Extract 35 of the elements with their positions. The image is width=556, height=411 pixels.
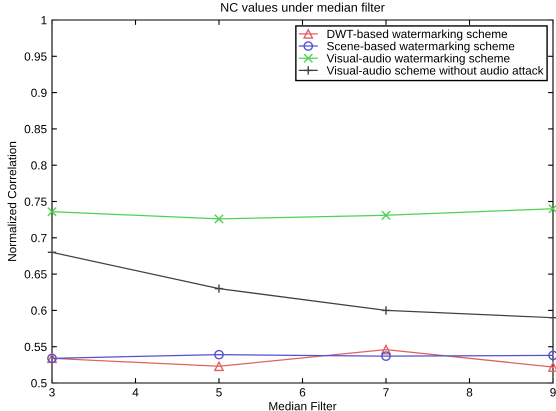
legend-label: Visual-audio scheme without audio attack (326, 66, 544, 75)
point (381, 344, 391, 354)
chart-title: NC values under median filter (221, 2, 385, 12)
legend-label: Visual-audio watermarking scheme (326, 54, 510, 65)
x-tick-label: 7 (383, 388, 389, 396)
y-tick-label: 1 (41, 16, 47, 24)
legend-label: Scene-based watermarking scheme (327, 42, 514, 53)
point (381, 351, 391, 361)
x-axis-title: Median Filter (269, 402, 336, 410)
x-tick-label: 6 (300, 388, 306, 397)
y-tick-label: 0.9 (31, 88, 47, 97)
y-axis-title: Normalized Correlation (8, 142, 16, 261)
y-tick-label: 0.55 (24, 342, 47, 352)
x-tick-label: 3 (49, 388, 55, 397)
x-tick-label: 5 (216, 388, 222, 397)
point (214, 214, 224, 224)
y-tick-label: 0.7 (31, 234, 47, 242)
y-tick-label: 0.75 (24, 198, 47, 206)
point (381, 306, 391, 316)
point (381, 210, 391, 220)
x-tick-label: 4 (132, 388, 138, 396)
y-tick-label: 0.8 (31, 161, 47, 170)
point (214, 284, 224, 294)
y-tick-label: 0.85 (24, 124, 47, 134)
y-tick-label: 0.65 (24, 270, 47, 278)
point (214, 361, 224, 372)
point (47, 206, 57, 217)
y-tick-label: 0.6 (31, 306, 47, 315)
point (214, 350, 224, 360)
y-tick-label: 0.95 (24, 52, 47, 61)
legend-label: DWT-based watermarking scheme (328, 29, 508, 40)
point (47, 247, 57, 258)
x-tick-label: 9 (550, 388, 556, 397)
x-tick-label: 8 (466, 388, 472, 397)
y-tick-label: 0.5 (31, 379, 47, 388)
